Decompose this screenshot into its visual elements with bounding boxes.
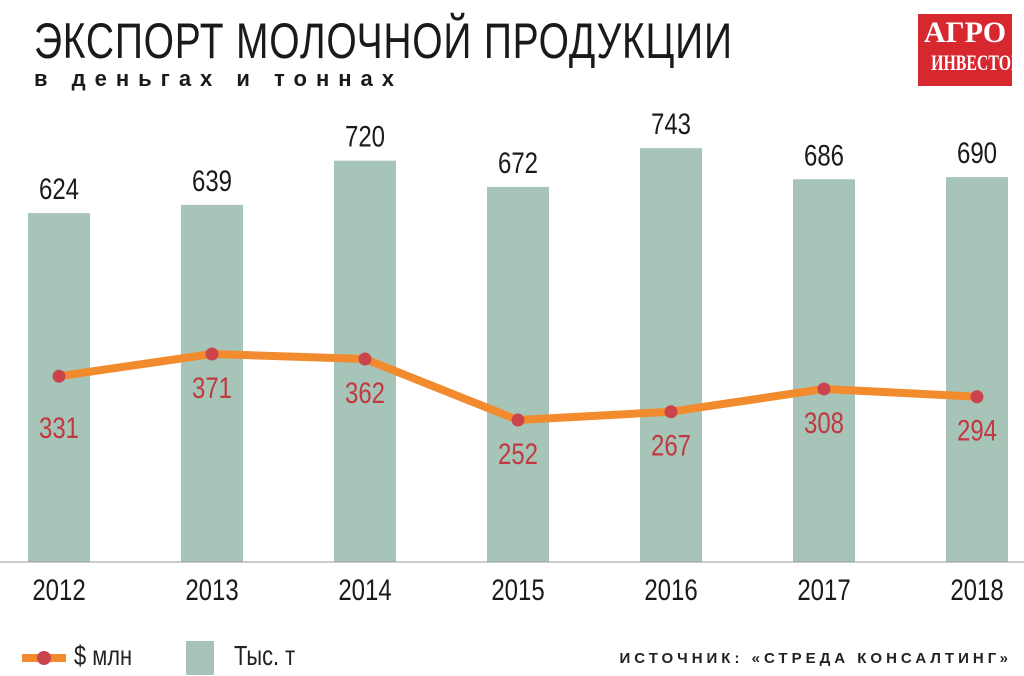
legend-bar-swatch xyxy=(186,640,214,675)
bar-value-label: 743 xyxy=(651,107,691,141)
bar-value-label: 672 xyxy=(498,145,538,179)
line-value-label: 331 xyxy=(39,411,79,445)
source-note: ИСТОЧНИК: «СТРЕДА КОНСАЛТИНГ» xyxy=(619,650,1012,667)
bar-value-label: 686 xyxy=(804,138,844,172)
bar-2018 xyxy=(946,177,1008,562)
legend-line: $ млн xyxy=(22,640,148,673)
bar-2013 xyxy=(181,204,243,562)
bar-2015 xyxy=(487,186,549,562)
bar-value-label: 690 xyxy=(957,135,997,169)
x-tick-label: 2014 xyxy=(338,572,391,606)
chart-title: ЭКСПОРТ МОЛОЧНОЙ ПРОДУКЦИИ xyxy=(34,13,733,69)
x-tick-label: 2013 xyxy=(185,572,238,606)
bar-2017 xyxy=(793,179,855,562)
line-point-2018 xyxy=(970,390,984,404)
bar-2012 xyxy=(28,213,90,562)
line-point-2013 xyxy=(205,347,219,361)
x-tick-label: 2018 xyxy=(950,572,1003,606)
x-tick-label: 2015 xyxy=(491,572,544,606)
x-tick-label: 2016 xyxy=(644,572,697,606)
line-value-label: 362 xyxy=(345,375,385,409)
bar-value-label: 720 xyxy=(345,119,385,153)
chart-subtitle: в деньгах и тоннах xyxy=(34,66,404,91)
line-value-label: 267 xyxy=(651,428,691,462)
bar-2016 xyxy=(640,148,702,562)
line-point-2015 xyxy=(511,413,525,427)
bar-value-label: 639 xyxy=(192,163,232,197)
line-value-label: 308 xyxy=(804,405,844,439)
line-point-2014 xyxy=(358,352,372,366)
x-tick-label: 2017 xyxy=(797,572,850,606)
bar-value-label: 624 xyxy=(39,171,79,205)
legend-bar: Тыс. т xyxy=(186,640,312,675)
legend-line-icon xyxy=(22,650,66,665)
line-value-label: 371 xyxy=(192,370,232,404)
line-value-label: 294 xyxy=(957,413,997,447)
line-point-2012 xyxy=(52,369,66,383)
line-point-2017 xyxy=(817,382,831,396)
line-value-label: 252 xyxy=(498,436,538,470)
x-tick-label: 2012 xyxy=(32,572,85,606)
line-point-2016 xyxy=(664,405,678,419)
agroinvestor-logo: АГРО ИНВЕСТОР xyxy=(918,14,1021,86)
